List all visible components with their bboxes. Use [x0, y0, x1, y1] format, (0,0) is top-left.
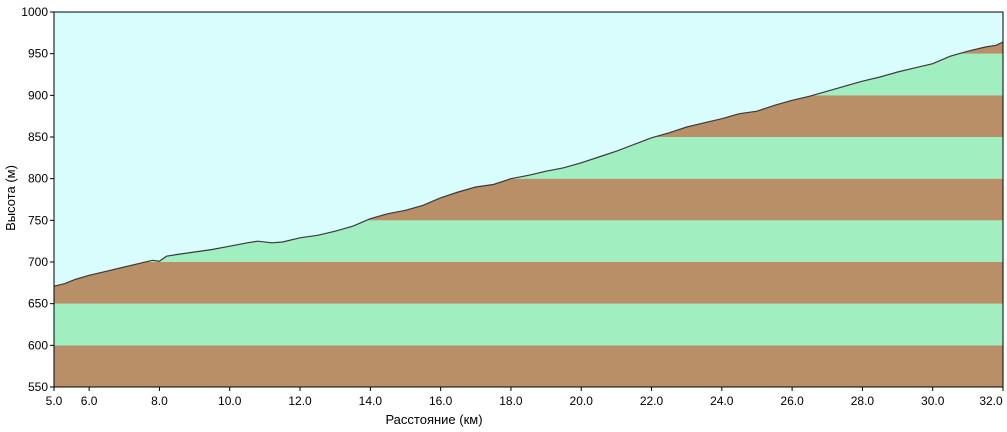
y-tick-label: 800 [28, 172, 48, 186]
x-tick-label: 8.0 [151, 394, 168, 408]
x-tick-label: 20.0 [570, 394, 594, 408]
y-tick-label: 600 [28, 338, 48, 352]
x-tick-label: 22.0 [640, 394, 664, 408]
y-axis-label: Высота (м) [3, 165, 18, 231]
y-tick-label: 700 [28, 255, 48, 269]
x-tick-label: 28.0 [851, 394, 875, 408]
y-axis: 550 600 650 700 750 800 850 900 950 1000 [21, 5, 54, 394]
x-tick-label: 24.0 [710, 394, 734, 408]
elevation-line [53, 41, 1004, 287]
x-tick-label: 6.0 [81, 394, 98, 408]
y-tick-label: 850 [28, 130, 48, 144]
elevation-band [54, 345, 1003, 387]
x-tick-label: 30.0 [921, 394, 945, 408]
y-tick-label: 750 [28, 213, 48, 227]
y-tick-label: 900 [28, 88, 48, 102]
x-axis: 5.0 6.0 8.0 10.0 12.0 14.0 16.0 18.0 20.0 22.0 24.… [46, 387, 1004, 408]
plot-frame [53, 11, 1004, 388]
sky-area [54, 12, 1003, 287]
x-tick-label: 32.0 [979, 394, 1003, 408]
y-tick-label: 950 [28, 47, 48, 61]
x-tick-label: 12.0 [288, 394, 312, 408]
x-tick-label: 5.0 [46, 394, 63, 408]
y-tick-label: 650 [28, 297, 48, 311]
y-tick-label: 1000 [21, 5, 48, 19]
x-tick-label: 14.0 [359, 394, 383, 408]
x-tick-label: 18.0 [499, 394, 523, 408]
x-tick-label: 16.0 [429, 394, 453, 408]
y-tick-label: 550 [28, 380, 48, 394]
elevation-band [54, 262, 1003, 304]
x-tick-label: 10.0 [218, 394, 242, 408]
x-tick-label: 26.0 [780, 394, 804, 408]
x-axis-label: Расстояние (км) [385, 412, 482, 427]
elevation-band [54, 303, 1003, 346]
